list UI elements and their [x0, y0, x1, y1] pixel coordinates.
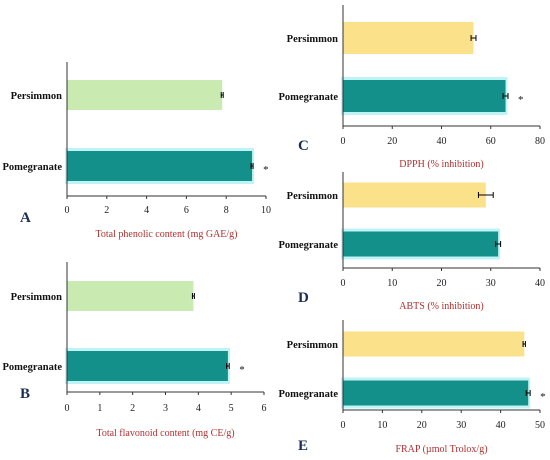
- bar-persimmon: [67, 80, 223, 110]
- x-tick-label: 0: [341, 420, 346, 431]
- x-tick-label: 4: [196, 403, 201, 414]
- x-tick-label: 6: [262, 403, 267, 414]
- panel-letter: E: [298, 438, 308, 454]
- bar-persimmon: [67, 281, 194, 311]
- x-tick-label: 5: [229, 403, 234, 414]
- chart-panel-b: Persimmon Pomegranate * 0 1 2 3 4 5 6 Total flavon…: [3, 262, 267, 439]
- significance-marker: *: [263, 164, 269, 176]
- category-label: Pomegranate: [3, 362, 63, 373]
- panel-letter: D: [298, 290, 309, 306]
- x-tick-label: 30: [456, 420, 466, 431]
- category-label: Pomegranate: [279, 240, 339, 251]
- x-tick-label: 0: [65, 205, 70, 216]
- bar-pomegranate: [343, 80, 506, 112]
- category-label: Persimmon: [287, 34, 338, 45]
- panel-letter: A: [20, 210, 31, 226]
- x-tick-label: 8: [224, 205, 229, 216]
- x-axis-label: FRAP (µmol Trolox/g): [395, 444, 487, 455]
- significance-marker: *: [239, 364, 245, 376]
- x-tick-label: 10: [261, 205, 271, 216]
- bar-pomegranate: [343, 231, 499, 257]
- significance-marker: *: [518, 94, 524, 106]
- x-tick-label: 10: [387, 278, 397, 289]
- bar-persimmon: [343, 182, 486, 208]
- x-tick-label: 2: [104, 205, 109, 216]
- bar-pomegranate: [67, 151, 253, 181]
- x-tick-label: 2: [130, 403, 135, 414]
- panel-letter: C: [298, 138, 309, 154]
- x-axis-label: Total flavonoid content (mg CE/g): [96, 428, 234, 439]
- x-tick-label: 80: [535, 136, 545, 147]
- x-tick-label: 50: [535, 420, 545, 431]
- x-tick-label: 40: [437, 136, 447, 147]
- x-tick-label: 0: [65, 403, 70, 414]
- x-tick-label: 20: [417, 420, 427, 431]
- significance-marker: *: [540, 391, 546, 403]
- bar-pomegranate: [343, 380, 529, 406]
- x-tick-label: 6: [184, 205, 189, 216]
- x-tick-label: 20: [387, 136, 397, 147]
- x-axis-label: DPPH (% inhibition): [399, 159, 483, 170]
- x-tick-label: 0: [341, 278, 346, 289]
- category-label: Pomegranate: [279, 389, 339, 400]
- x-tick-label: 0: [341, 136, 346, 147]
- category-label: Persimmon: [11, 292, 62, 303]
- category-label: Pomegranate: [279, 92, 339, 103]
- category-label: Persimmon: [11, 91, 62, 102]
- bar-persimmon: [343, 331, 525, 357]
- x-tick-label: 40: [496, 420, 506, 431]
- bar-pomegranate: [67, 351, 228, 381]
- category-label: Pomegranate: [3, 162, 63, 173]
- x-axis-label: ABTS (% inhibition): [399, 301, 483, 312]
- x-tick-label: 3: [163, 403, 168, 414]
- chart-panel-e: Persimmon Pomegranate * 0 10 20 30 40 50 FRAP (µm…: [279, 320, 546, 455]
- x-tick-label: 60: [486, 136, 496, 147]
- x-tick-label: 30: [486, 278, 496, 289]
- chart-panel-a: Persimmon Pomegranate * 0 2 4 6 8 10 Total phenol…: [3, 62, 271, 240]
- x-tick-label: 10: [377, 420, 387, 431]
- x-tick-label: 4: [144, 205, 149, 216]
- x-axis-label: Total phenolic content (mg GAE/g): [95, 229, 237, 240]
- category-label: Persimmon: [287, 191, 338, 202]
- x-tick-label: 1: [97, 403, 102, 414]
- chart-panel-d: Persimmon Pomegranate 0 10 20 30 40 ABTS (% inh…: [279, 172, 545, 312]
- category-label: Persimmon: [287, 340, 338, 351]
- x-tick-label: 40: [535, 278, 545, 289]
- bar-persimmon: [343, 22, 474, 54]
- x-tick-label: 20: [437, 278, 447, 289]
- chart-panel-c: Persimmon Pomegranate * 0 20 40 60 80 DPPH (% in…: [279, 5, 545, 170]
- panel-letter: B: [20, 386, 30, 402]
